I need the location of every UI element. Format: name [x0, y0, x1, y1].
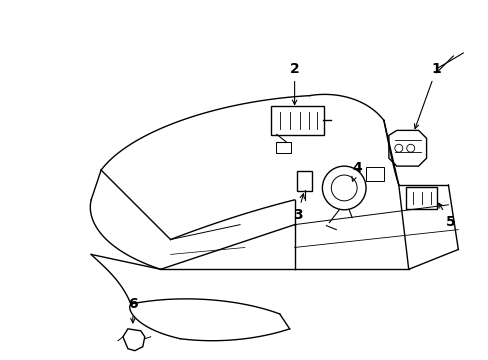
Text: 6: 6 — [128, 297, 138, 323]
FancyBboxPatch shape — [296, 171, 312, 191]
Text: 3: 3 — [292, 194, 304, 222]
Circle shape — [394, 144, 402, 152]
Circle shape — [406, 144, 414, 152]
Text: 1: 1 — [414, 62, 441, 129]
FancyBboxPatch shape — [366, 167, 383, 181]
Circle shape — [322, 166, 366, 210]
FancyBboxPatch shape — [270, 105, 324, 135]
FancyBboxPatch shape — [405, 187, 437, 209]
Polygon shape — [388, 130, 426, 166]
FancyBboxPatch shape — [276, 142, 290, 153]
Circle shape — [331, 175, 356, 201]
Text: 2: 2 — [289, 62, 299, 104]
Text: 5: 5 — [438, 203, 454, 229]
Polygon shape — [122, 329, 144, 351]
Text: 4: 4 — [351, 161, 361, 181]
